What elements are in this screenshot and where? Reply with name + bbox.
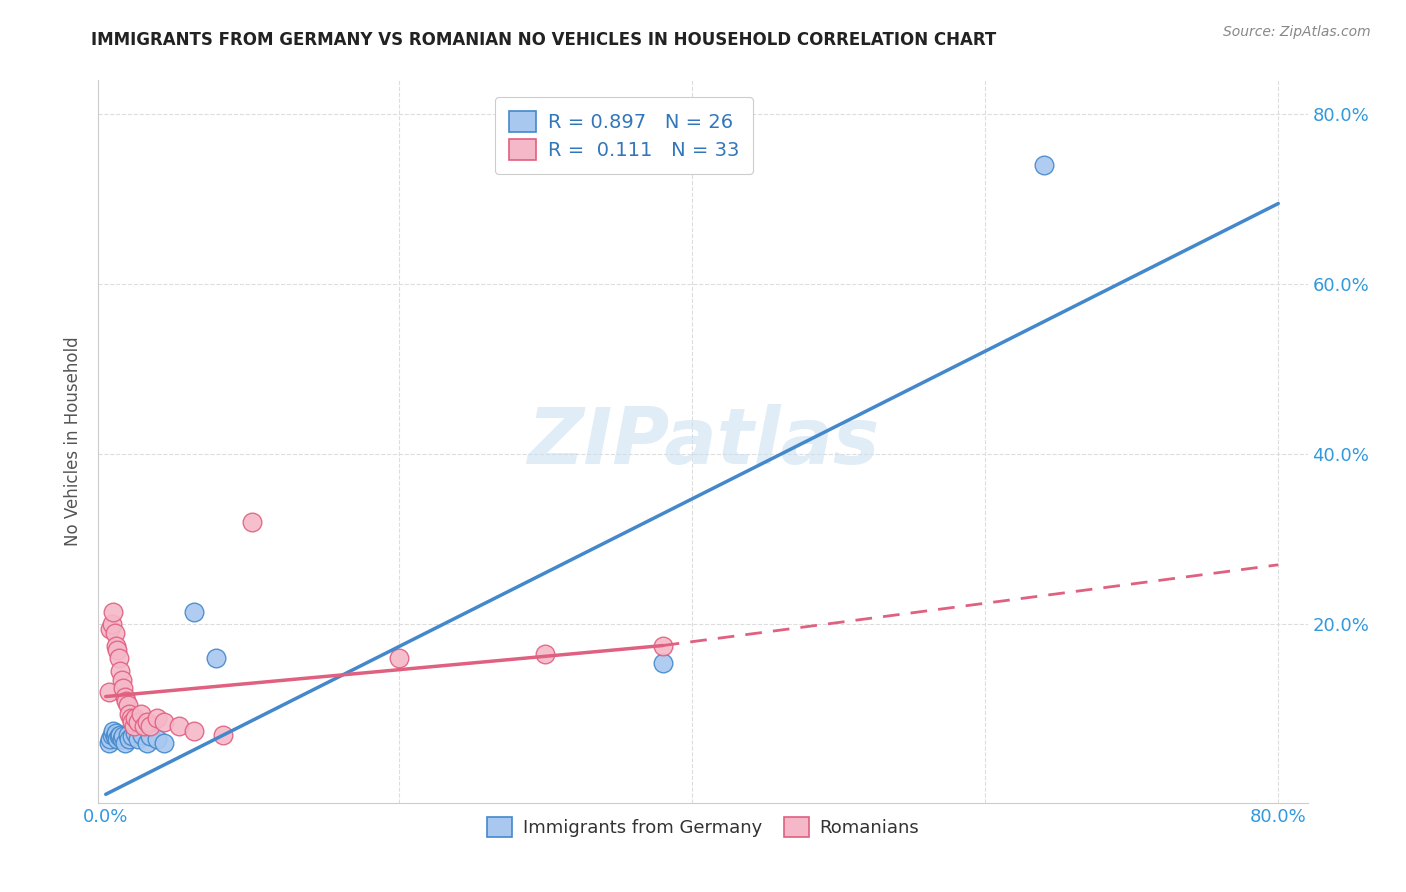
Text: ZIPatlas: ZIPatlas — [527, 403, 879, 480]
Point — [534, 647, 557, 661]
Point — [131, 728, 153, 742]
Point — [98, 732, 121, 747]
Point — [1032, 158, 1054, 172]
Point — [111, 673, 134, 687]
Point — [97, 685, 120, 699]
Point — [183, 605, 205, 619]
Point — [112, 681, 135, 695]
Point — [107, 642, 129, 657]
Text: IMMIGRANTS FROM GERMANY VS ROMANIAN NO VEHICLES IN HOUSEHOLD CORRELATION CHART: IMMIGRANTS FROM GERMANY VS ROMANIAN NO V… — [91, 31, 997, 49]
Point — [135, 736, 157, 750]
Point — [388, 651, 411, 665]
Point — [110, 664, 132, 678]
Point — [103, 625, 125, 640]
Point — [114, 690, 136, 704]
Point — [112, 730, 135, 744]
Point — [153, 714, 176, 729]
Point — [212, 728, 235, 742]
Point — [167, 719, 190, 733]
Point — [122, 719, 145, 733]
Point — [97, 736, 120, 750]
Point — [146, 732, 169, 747]
Point — [121, 730, 143, 744]
Y-axis label: No Vehicles in Household: No Vehicles in Household — [65, 336, 83, 547]
Point — [118, 706, 141, 721]
Point — [135, 714, 157, 729]
Point — [107, 732, 129, 747]
Point — [129, 706, 152, 721]
Point — [100, 728, 122, 742]
Point — [101, 605, 124, 619]
Point — [146, 711, 169, 725]
Point — [117, 728, 139, 742]
Point — [138, 730, 160, 744]
Point — [153, 736, 176, 750]
Point — [124, 726, 146, 740]
Point — [100, 617, 122, 632]
Point — [117, 698, 139, 712]
Text: Source: ZipAtlas.com: Source: ZipAtlas.com — [1223, 25, 1371, 39]
Point — [118, 732, 141, 747]
Point — [98, 622, 121, 636]
Point — [101, 723, 124, 738]
Point — [110, 728, 132, 742]
Point — [108, 730, 131, 744]
Point — [240, 516, 263, 530]
Point — [183, 723, 205, 738]
Point — [127, 732, 149, 747]
Point — [127, 714, 149, 729]
Point — [120, 711, 142, 725]
Point — [114, 736, 136, 750]
Point — [651, 656, 673, 670]
Point — [108, 651, 131, 665]
Point — [105, 726, 128, 740]
Point — [124, 711, 146, 725]
Point — [204, 651, 226, 665]
Point — [103, 730, 125, 744]
Point — [115, 694, 138, 708]
Point — [121, 714, 143, 729]
Point — [651, 639, 673, 653]
Point — [111, 732, 134, 747]
Legend: Immigrants from Germany, Romanians: Immigrants from Germany, Romanians — [479, 810, 927, 845]
Point — [105, 639, 128, 653]
Point — [138, 719, 160, 733]
Point — [132, 719, 155, 733]
